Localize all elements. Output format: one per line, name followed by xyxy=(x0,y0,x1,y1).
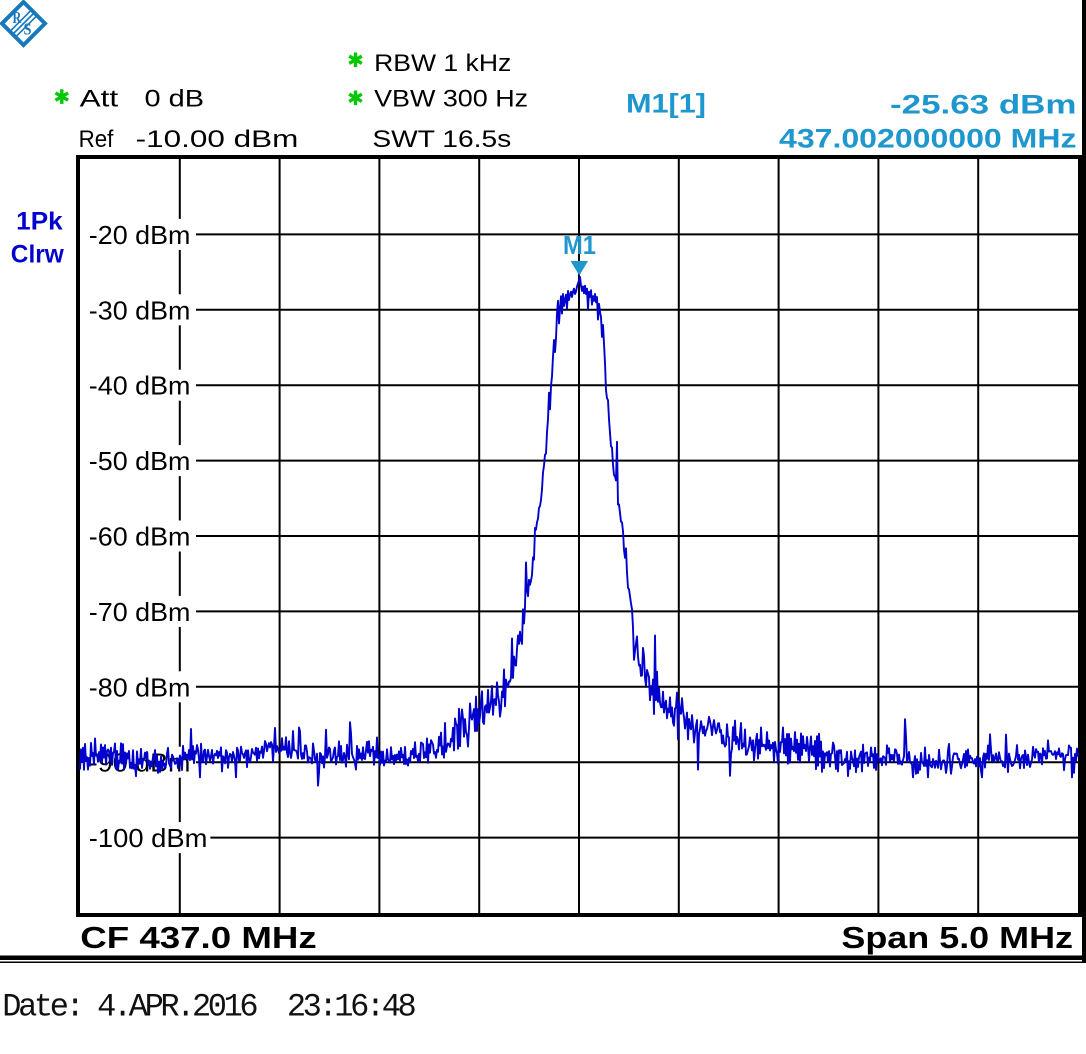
svg-text:0 dB: 0 dB xyxy=(145,86,205,113)
svg-text:Span 5.0 MHz: Span 5.0 MHz xyxy=(841,920,1073,955)
svg-text:-10.00 dBm: -10.00 dBm xyxy=(136,126,299,153)
svg-text:Ref: Ref xyxy=(79,126,114,153)
svg-text:-60 dBm: -60 dBm xyxy=(89,522,191,552)
svg-text:-40 dBm: -40 dBm xyxy=(89,371,191,401)
svg-text:VBW 300 Hz: VBW 300 Hz xyxy=(374,86,528,113)
svg-text:S: S xyxy=(24,20,32,39)
svg-text:SWT 16.5s: SWT 16.5s xyxy=(372,126,511,153)
svg-text:Date: 4.APR.2016 23:16:48: Date: 4.APR.2016 23:16:48 xyxy=(2,989,416,1026)
svg-text:-20 dBm: -20 dBm xyxy=(89,220,191,250)
svg-text:-70 dBm: -70 dBm xyxy=(89,597,191,627)
svg-text:CF 437.0 MHz: CF 437.0 MHz xyxy=(80,920,316,955)
svg-text:M1: M1 xyxy=(563,232,596,260)
svg-text:RBW 1 kHz: RBW 1 kHz xyxy=(374,50,511,77)
svg-text:437.002000000 MHz: 437.002000000 MHz xyxy=(779,124,1077,154)
svg-text:-80 dBm: -80 dBm xyxy=(89,672,191,702)
svg-text:1Pk: 1Pk xyxy=(16,208,62,236)
svg-text:-50 dBm: -50 dBm xyxy=(89,446,191,476)
svg-text:M1[1]: M1[1] xyxy=(626,89,706,119)
svg-text:Clrw: Clrw xyxy=(11,241,65,269)
svg-text:R: R xyxy=(13,8,22,27)
svg-text:-100 dBm: -100 dBm xyxy=(89,823,208,853)
svg-text:-25.63 dBm: -25.63 dBm xyxy=(890,90,1077,120)
svg-text:-30 dBm: -30 dBm xyxy=(89,295,191,325)
svg-text:Att: Att xyxy=(80,86,119,113)
